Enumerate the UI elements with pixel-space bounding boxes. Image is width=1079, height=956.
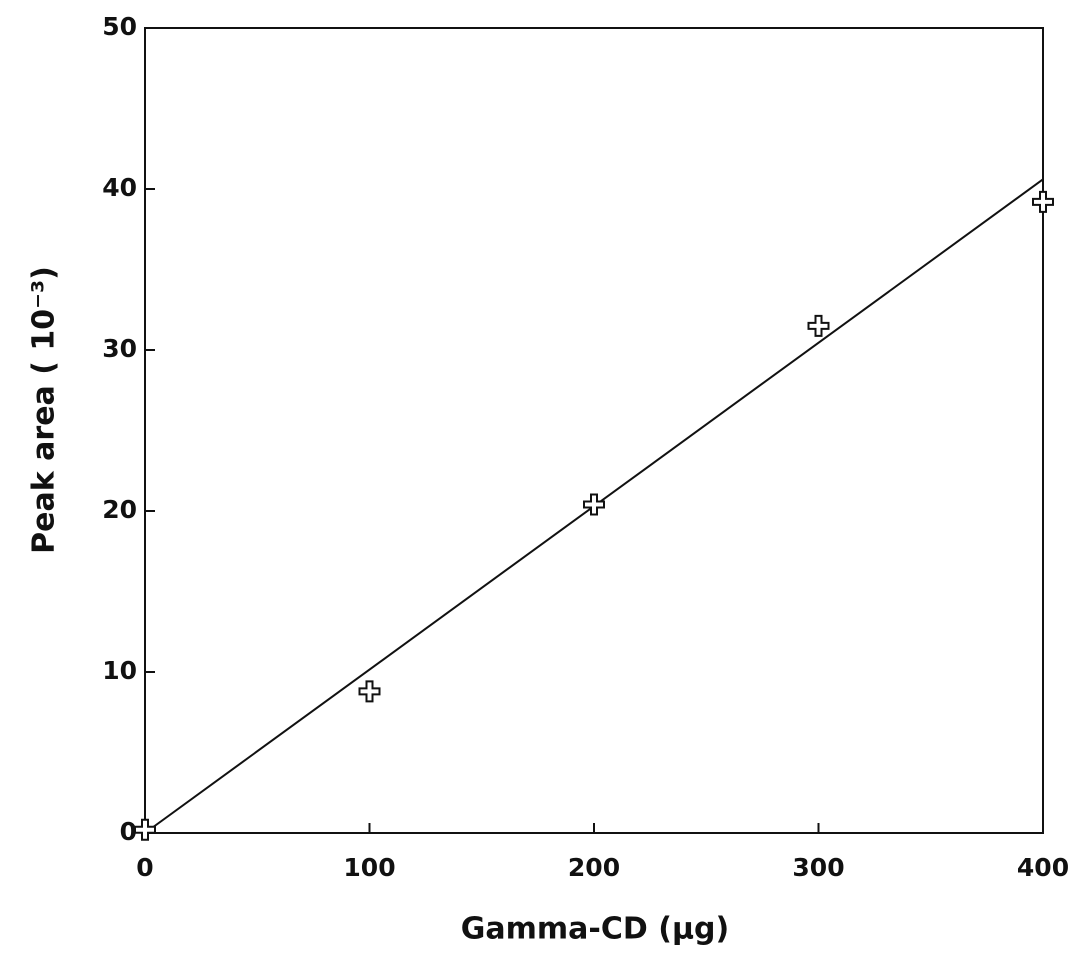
x-tick-label: 400 <box>1017 853 1069 882</box>
y-tick-label: 20 <box>102 495 137 524</box>
y-tick-label: 0 <box>120 817 137 846</box>
x-tick-label: 300 <box>792 853 844 882</box>
data-point <box>358 680 381 703</box>
y-tick-label: 40 <box>102 173 137 202</box>
x-tick-label: 100 <box>343 853 395 882</box>
data-point <box>1032 190 1054 213</box>
data-point <box>583 493 605 516</box>
y-axis-label: Peak area ( 10⁻³) <box>27 266 62 554</box>
data-point <box>807 314 830 337</box>
y-tick-label: 10 <box>102 656 137 685</box>
x-tick-label: 200 <box>568 853 620 882</box>
plot-frame <box>144 27 1044 834</box>
y-tick-label: 50 <box>102 12 137 41</box>
x-axis-label: Gamma-CD (μg) <box>461 912 729 947</box>
x-tick-label: 0 <box>136 853 153 882</box>
data-point <box>134 818 156 841</box>
y-tick-label: 30 <box>102 334 137 363</box>
